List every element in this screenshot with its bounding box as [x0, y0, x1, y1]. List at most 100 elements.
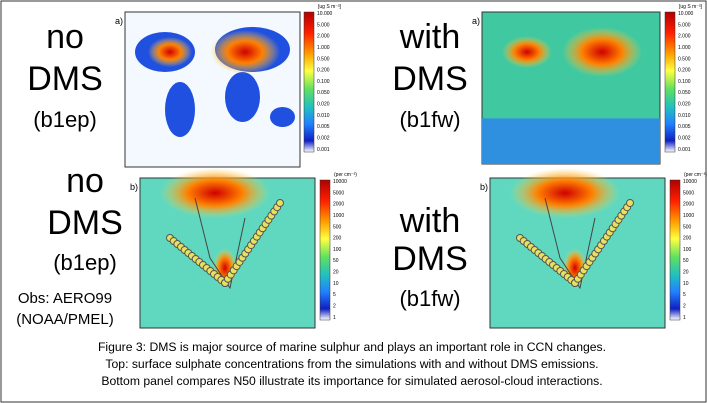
colorbar [669, 179, 681, 321]
colorbar-tick-label: 10.000 [317, 11, 333, 17]
colorbar-tick-label: 5 [333, 292, 336, 298]
obs-note: Obs: AERO99 [18, 290, 112, 307]
panel-label: DMS [392, 60, 468, 98]
colorbar-tick-label: 2000 [683, 202, 694, 208]
panel-letter: a) [115, 16, 123, 26]
land [270, 107, 295, 127]
panel-letter: b) [480, 182, 488, 192]
colorbar-tick-label: 0.100 [317, 79, 330, 85]
colorbar-tick-label: 0.500 [317, 56, 330, 62]
panel-label: (b1fw) [399, 107, 460, 132]
panel-label: (b1fw) [399, 286, 460, 311]
colorbar-tick-label: 2 [333, 303, 336, 309]
hotspot [562, 27, 642, 77]
panel-label: DMS [27, 60, 103, 98]
colorbar-tick-label: 0.001 [678, 147, 691, 153]
hotspot [210, 30, 280, 74]
hotspot [160, 168, 270, 218]
colorbar-tick-label: 500 [333, 224, 342, 230]
colorbar-tick-label: 0.500 [678, 56, 691, 62]
colorbar-tick-label: 200 [683, 236, 692, 242]
colorbar-tick-label: 5.000 [678, 22, 691, 28]
colorbar-tick-label: 10000 [333, 179, 347, 185]
colorbar-tick-label: 20 [333, 270, 339, 276]
obs-point [626, 199, 634, 207]
colorbar-tick-label: 0.002 [678, 135, 691, 141]
colorbar-tick-label: 50 [683, 258, 689, 264]
land [225, 72, 260, 122]
colorbar-tick-label: 10.000 [678, 11, 694, 17]
colorbar [664, 11, 676, 153]
panel-label: DMS [392, 240, 468, 278]
colorbar-tick-label: 0.020 [317, 102, 330, 108]
coast [194, 197, 246, 290]
colorbar [303, 11, 315, 153]
panel-label: with [399, 202, 460, 240]
colorbar-tick-label: 200 [333, 236, 342, 242]
panel-label: (b1ep) [53, 250, 117, 275]
colorbar-tick-label: 2 [683, 303, 686, 309]
colorbar-unit: [ug S m⁻³] [318, 4, 342, 10]
colorbar-tick-label: 1000 [333, 213, 344, 219]
obs-note: (NOAA/PMEL) [16, 311, 114, 328]
map-image [124, 11, 301, 168]
panel-letter: a) [472, 16, 480, 26]
colorbar-tick-label: 1.000 [317, 45, 330, 51]
hotspot [510, 168, 620, 218]
caption-line: Figure 3: DMS is major source of marine … [98, 340, 606, 354]
colorbar-tick-label: 50 [333, 258, 339, 264]
colorbar-tick-label: 5 [683, 292, 686, 298]
hotspot [148, 37, 192, 67]
colorbar-tick-label: 2000 [333, 202, 344, 208]
colorbar-tick-label: 1 [683, 315, 686, 321]
colorbar-tick-label: 0.010 [678, 113, 691, 119]
colorbar-tick-label: 1.000 [678, 45, 691, 51]
map-image [139, 168, 316, 329]
colorbar-tick-label: 5000 [683, 190, 694, 196]
colorbar-unit: (per cm⁻³) [334, 172, 357, 178]
colorbar-tick-label: 20 [683, 270, 689, 276]
colorbar-tick-label: 0.010 [317, 113, 330, 119]
colorbar-tick-label: 2.000 [317, 34, 330, 40]
caption-line: Bottom panel compares N50 illustrate its… [101, 374, 602, 388]
colorbar-tick-label: 0.020 [678, 102, 691, 108]
map-image [489, 168, 666, 329]
land [165, 82, 195, 137]
colorbar-tick-label: 10 [683, 281, 689, 287]
colorbar-tick-label: 2.000 [678, 34, 691, 40]
colorbar-tick-label: 500 [683, 224, 692, 230]
panel-label: DMS [47, 204, 123, 242]
colorbar-tick-label: 10 [333, 281, 339, 287]
caption-line: Top: surface sulphate concentrations fro… [105, 357, 598, 371]
panel-label: (b1ep) [33, 107, 97, 132]
colorbar-tick-label: 0.005 [317, 124, 330, 130]
colorbar-unit: [ug S m⁻³] [679, 4, 703, 10]
colorbar-unit: (per cm⁻³) [684, 172, 707, 178]
colorbar-tick-label: 0.200 [678, 68, 691, 74]
obs-point [276, 199, 284, 207]
colorbar-tick-label: 5.000 [317, 22, 330, 28]
panel-label: no [66, 162, 104, 200]
colorbar-tick-label: 0.100 [678, 79, 691, 85]
colorbar-tick-label: 100 [333, 247, 342, 253]
hotspot [502, 36, 552, 68]
coast [544, 197, 596, 290]
colorbar-tick-label: 5000 [333, 190, 344, 196]
colorbar-tick-label: 0.005 [678, 124, 691, 130]
colorbar-tick-label: 1000 [683, 213, 694, 219]
panel-label: with [399, 18, 460, 56]
colorbar-tick-label: 0.001 [317, 147, 330, 153]
colorbar-tick-label: 100 [683, 247, 692, 253]
map-south [482, 118, 660, 164]
colorbar-tick-label: 0.002 [317, 135, 330, 141]
colorbar-tick-label: 0.050 [678, 90, 691, 96]
map-image [481, 11, 661, 165]
colorbar-tick-label: 0.200 [317, 68, 330, 74]
colorbar-tick-label: 0.050 [317, 90, 330, 96]
colorbar-tick-label: 1 [333, 315, 336, 321]
panel-letter: b) [130, 182, 138, 192]
colorbar [319, 179, 331, 321]
panel-label: no [46, 18, 84, 56]
